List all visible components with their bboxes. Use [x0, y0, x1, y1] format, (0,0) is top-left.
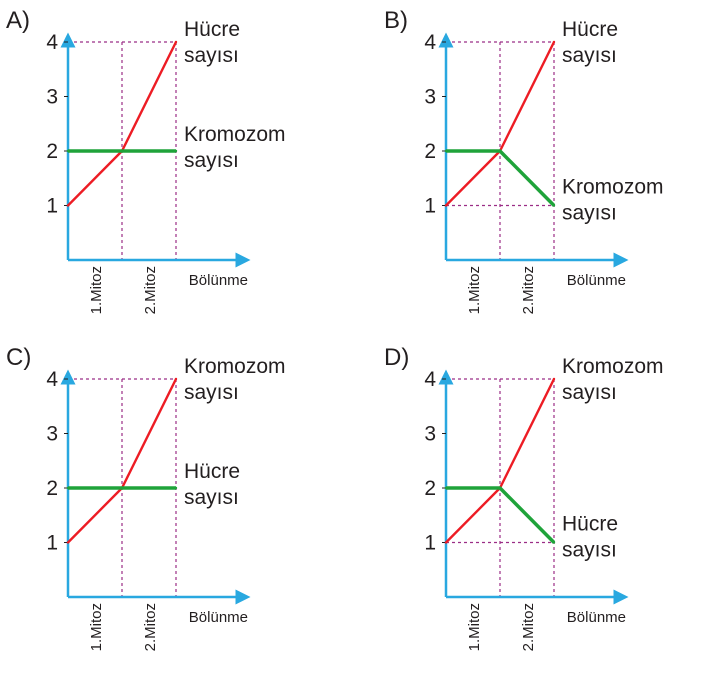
- series-point-1: [120, 486, 124, 490]
- series-point-0: [552, 377, 556, 381]
- x-axis-label: Bölünme: [189, 609, 248, 626]
- y-tick-label: 4: [46, 368, 58, 391]
- y-tick-label: 3: [424, 423, 436, 446]
- y-tick-label: 1: [424, 532, 436, 555]
- series-point-1: [66, 149, 70, 153]
- y-tick-label: 2: [424, 477, 436, 500]
- series-point-0: [174, 40, 178, 44]
- series-point-1: [552, 204, 556, 207]
- series-label-1: Hücre: [562, 513, 618, 536]
- x-category-label: 2.Mitoz: [142, 603, 159, 651]
- series-label-0: sayısı: [562, 381, 617, 404]
- series-point-1: [120, 149, 124, 153]
- series-line-1: [446, 486, 556, 544]
- series-point-1: [174, 486, 178, 490]
- series-line-1: [446, 149, 556, 207]
- series-point-1: [444, 149, 448, 153]
- option-label: C): [6, 344, 31, 371]
- chart-panel-1: 1 2 3 4 B) Bölünme 1.Mitoz 2.Mitoz Hücre sayısı Kr…: [384, 7, 664, 314]
- series-label-1: sayısı: [184, 149, 239, 172]
- series-point-1: [174, 149, 178, 153]
- series-label-1: Kromozom: [184, 123, 286, 146]
- option-label: A): [6, 7, 30, 34]
- y-tick-label: 2: [46, 477, 58, 500]
- series-label-0: Hücre: [562, 18, 618, 41]
- series-label-1: Kromozom: [562, 176, 664, 199]
- series-label-1: Hücre: [184, 460, 240, 483]
- chart-panel-0: 1 2 3 4 A) Bölünme 1.Mitoz 2.Mitoz Hücre sayısı Kr…: [6, 7, 286, 314]
- series-label-0: Kromozom: [184, 355, 286, 378]
- x-axis-label: Bölünme: [567, 272, 626, 289]
- x-category-label: 2.Mitoz: [520, 603, 537, 651]
- series-point-1: [444, 486, 448, 490]
- y-tick-label: 3: [46, 86, 58, 109]
- chart-panel-2: 1 2 3 4 C) Bölünme 1.Mitoz 2.Mitoz Kromozom sayıs…: [6, 344, 286, 651]
- series-label-1: sayısı: [562, 202, 617, 225]
- series-point-0: [444, 204, 448, 207]
- series-point-0: [66, 541, 70, 544]
- y-tick-label: 4: [46, 31, 58, 54]
- series-point-0: [552, 40, 556, 44]
- x-axis-label: Bölünme: [567, 609, 626, 626]
- series-point-1: [66, 486, 70, 490]
- y-tick-label: 1: [46, 195, 58, 218]
- series-point-1: [552, 541, 556, 544]
- y-tick-label: 3: [424, 86, 436, 109]
- series-label-0: Kromozom: [562, 355, 664, 378]
- x-category-label: 1.Mitoz: [466, 603, 483, 651]
- y-tick-label: 4: [424, 368, 436, 391]
- x-axis-label: Bölünme: [189, 272, 248, 289]
- x-category-label: 2.Mitoz: [520, 266, 537, 314]
- chart-panel-3: 1 2 3 4 D) Bölünme 1.Mitoz 2.Mitoz Kromozom sayıs…: [384, 344, 664, 651]
- series-point-0: [174, 377, 178, 381]
- series-point-0: [66, 204, 70, 207]
- series-point-1: [498, 486, 502, 490]
- x-category-label: 1.Mitoz: [88, 266, 105, 314]
- series-point-0: [444, 541, 448, 544]
- series-label-0: sayısı: [184, 381, 239, 404]
- x-category-label: 1.Mitoz: [466, 266, 483, 314]
- y-tick-label: 3: [46, 423, 58, 446]
- series-point-1: [498, 149, 502, 153]
- y-tick-label: 4: [424, 31, 436, 54]
- series-label-1: sayısı: [562, 539, 617, 562]
- option-label: B): [384, 7, 408, 34]
- series-label-1: sayısı: [184, 486, 239, 509]
- option-label: D): [384, 344, 409, 371]
- y-tick-label: 2: [46, 140, 58, 163]
- x-category-label: 1.Mitoz: [88, 603, 105, 651]
- y-tick-label: 1: [46, 532, 58, 555]
- x-category-label: 2.Mitoz: [142, 266, 159, 314]
- y-tick-label: 2: [424, 140, 436, 163]
- series-label-0: sayısı: [184, 44, 239, 67]
- series-label-0: sayısı: [562, 44, 617, 67]
- series-label-0: Hücre: [184, 18, 240, 41]
- y-tick-label: 1: [424, 195, 436, 218]
